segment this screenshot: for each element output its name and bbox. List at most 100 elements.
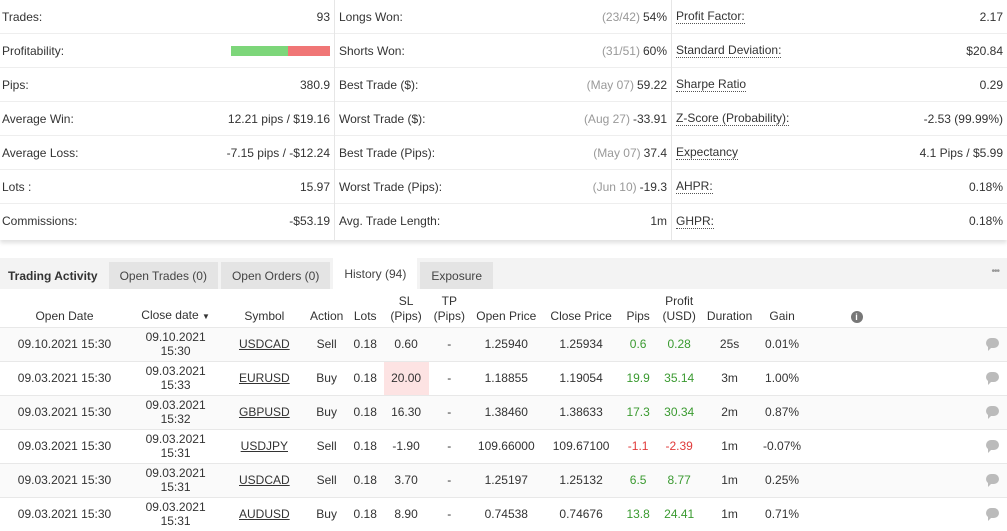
stat-row: Average Win: 12.21 pips / $19.16 <box>0 102 334 136</box>
symbol-link[interactable]: EURUSD <box>239 371 290 385</box>
open-date-cell: 09.03.2021 15:30 <box>0 462 129 497</box>
tab-history[interactable]: History (94) <box>333 258 418 289</box>
header-lots[interactable]: Lots <box>353 308 377 323</box>
header-sl[interactable]: SL (Pips) <box>384 289 429 327</box>
header-profit-label: Profit <box>665 293 694 308</box>
stat-row: Pips: 380.9 <box>0 68 334 102</box>
close-price-cell: 1.38633 <box>542 394 620 429</box>
stat-row: Z-Score (Probability): -2.53 (99.99%) <box>672 102 1007 136</box>
symbol-link[interactable]: GBPUSD <box>238 405 290 419</box>
gain-cell: 0.87% <box>757 394 807 429</box>
stat-note: (23/42) <box>601 9 640 24</box>
more-options-icon[interactable]: ••• <box>991 266 999 277</box>
pips-cell: 17.3 <box>619 394 657 429</box>
header-symbol[interactable]: Symbol <box>244 308 285 323</box>
stat-row: Best Trade (Pips): (May 07) 37.4 <box>335 136 671 170</box>
stat-row: Worst Trade (Pips): (Jun 10) -19.3 <box>335 170 671 204</box>
stat-value: (31/51) 60% <box>602 44 667 58</box>
symbol-cell: AUDUSD <box>222 496 307 531</box>
tp-cell: - <box>428 496 471 531</box>
header-gain[interactable]: Gain <box>769 308 795 323</box>
header-open-date[interactable]: Open Date <box>35 308 94 323</box>
stat-label[interactable]: GHPR: <box>676 213 715 229</box>
header-profit[interactable]: Profit (USD) <box>657 289 702 327</box>
sl-cell: 16.30 <box>383 394 429 429</box>
comment-icon[interactable] <box>986 338 999 351</box>
tp-cell: - <box>428 462 471 497</box>
info-cell <box>806 394 907 429</box>
close-price-cell: 1.19054 <box>542 360 620 395</box>
stat-label[interactable]: AHPR: <box>676 179 713 194</box>
action-cell: Sell <box>306 326 347 361</box>
close-date-cell: 09.03.2021 15:31 <box>128 428 223 463</box>
stat-value-text: -33.91 <box>632 111 667 126</box>
action-cell: Buy <box>306 360 347 395</box>
stat-value-text: 0.29 <box>979 77 1003 92</box>
comment-cell <box>906 326 1007 361</box>
header-pips[interactable]: Pips <box>626 308 650 323</box>
comment-cell <box>906 462 1007 497</box>
stat-label[interactable]: Profit Factor: <box>676 9 745 24</box>
stat-label[interactable]: Sharpe Ratio <box>676 77 747 92</box>
comment-cell <box>906 428 1007 463</box>
history-table: Open Date Close date ▼ Symbol Action Lot… <box>0 289 1007 531</box>
header-open-price[interactable]: Open Price <box>476 308 537 323</box>
stat-note: (Jun 10) <box>592 179 637 194</box>
action-cell: Buy <box>306 394 347 429</box>
comment-icon[interactable] <box>986 474 999 487</box>
info-icon[interactable]: i <box>850 310 863 323</box>
comment-icon[interactable] <box>986 372 999 385</box>
symbol-link[interactable]: USDCAD <box>239 473 290 487</box>
comment-icon[interactable] <box>986 406 999 419</box>
open-date-cell: 09.03.2021 15:30 <box>0 360 129 395</box>
symbol-link[interactable]: USDCAD <box>239 337 290 351</box>
tabs-title: Trading Activity <box>8 268 98 283</box>
header-info: i <box>807 289 907 327</box>
sl-cell: 3.70 <box>383 462 429 497</box>
lots-cell: 0.18 <box>346 462 384 497</box>
pips-cell: 13.8 <box>619 496 657 531</box>
header-duration[interactable]: Duration <box>706 308 753 323</box>
symbol-cell: USDCAD <box>222 462 307 497</box>
stat-value-text: -19.3 <box>639 179 667 194</box>
open-price-cell: 1.38460 <box>470 394 543 429</box>
header-tp[interactable]: TP (Pips) <box>429 289 471 327</box>
open-price-cell: 109.66000 <box>470 428 543 463</box>
stat-label: Best Trade ($): <box>339 77 419 92</box>
symbol-cell: EURUSD <box>222 360 307 395</box>
stat-row: Best Trade ($): (May 07) 59.22 <box>335 68 671 102</box>
stat-label: Lots : <box>2 179 32 194</box>
stat-label[interactable]: Z-Score (Probability): <box>676 111 790 126</box>
tab-open-orders[interactable]: Open Orders (0) <box>220 262 331 289</box>
tp-cell: - <box>428 428 471 463</box>
stat-value: 380.9 <box>300 78 330 92</box>
stat-row: Sharpe Ratio 0.29 <box>672 68 1007 102</box>
stat-value: $20.84 <box>966 44 1003 58</box>
table-header-row: Open Date Close date ▼ Symbol Action Lot… <box>0 289 1007 327</box>
close-date-cell: 09.03.2021 15:31 <box>128 496 223 531</box>
stat-value-text: -$53.19 <box>289 214 330 228</box>
stat-label[interactable]: Expectancy <box>676 145 739 160</box>
duration-cell: 1m <box>701 496 758 531</box>
comment-icon[interactable] <box>986 440 999 453</box>
lots-cell: 0.18 <box>346 496 384 531</box>
tab-open-trades[interactable]: Open Trades (0) <box>108 262 218 289</box>
symbol-link[interactable]: USDJPY <box>240 439 288 453</box>
pips-cell: 6.5 <box>619 462 657 497</box>
sort-desc-icon: ▼ <box>202 311 210 321</box>
stat-value: (May 07) 59.22 <box>587 78 667 92</box>
lots-cell: 0.18 <box>346 326 384 361</box>
header-close-price[interactable]: Close Price <box>550 308 612 323</box>
stat-label: Pips: <box>2 77 29 92</box>
header-profit-unit: (USD) <box>662 308 696 323</box>
action-cell: Sell <box>306 462 347 497</box>
comment-icon[interactable] <box>986 508 999 522</box>
stat-value: (May 07) 37.4 <box>593 146 667 160</box>
header-action[interactable]: Action <box>309 308 344 323</box>
stat-label[interactable]: Standard Deviation: <box>676 43 782 58</box>
symbol-link[interactable]: AUDUSD <box>239 507 290 522</box>
tab-exposure[interactable]: Exposure <box>420 262 494 289</box>
sl-cell: 20.00 <box>383 360 429 395</box>
header-close-date[interactable]: Close date ▼ <box>129 289 222 327</box>
stat-label: Worst Trade (Pips): <box>339 179 443 194</box>
